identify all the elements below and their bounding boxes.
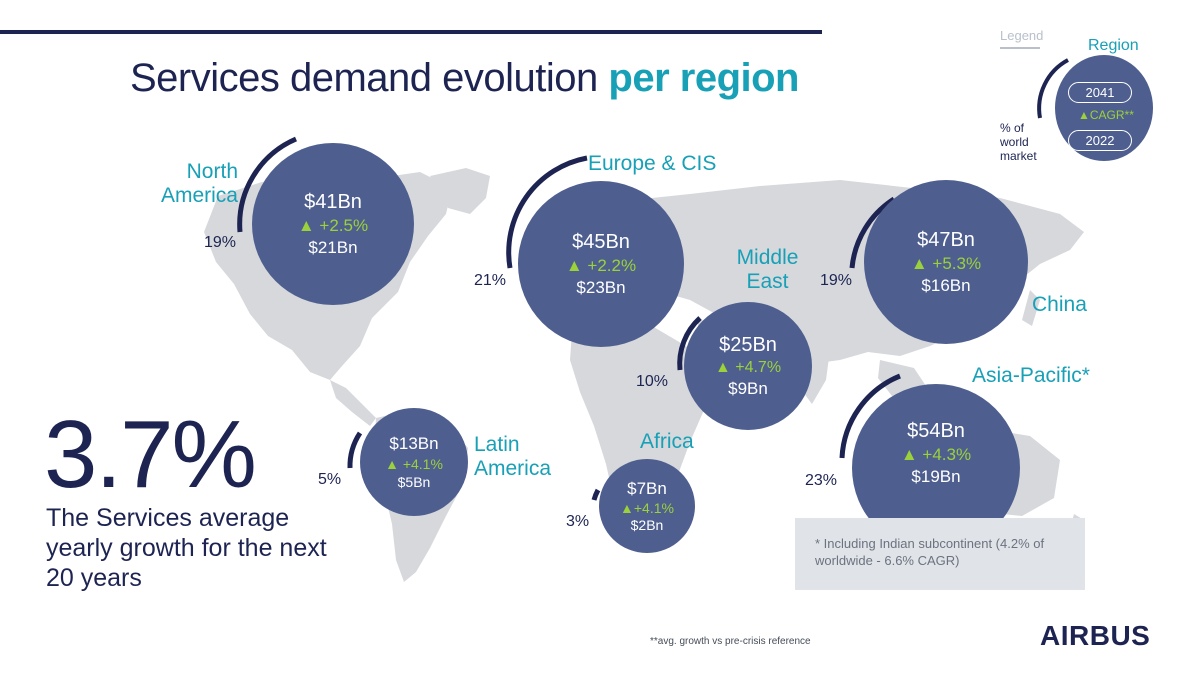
middle-east-label: Middle East [736,246,799,294]
latin-america-value-2041: $13Bn [389,434,439,453]
legend-label: Legend [1000,28,1044,43]
north-america-label: North America [160,160,238,208]
legend-cagr: ▲CAGR** [1078,108,1134,122]
middle-east-bubble: $25Bn ▲ +4.7% $9Bn [684,302,812,430]
latin-america-cagr: ▲ +4.1% [385,456,443,472]
footnote: **avg. growth vs pre-crisis reference [650,636,811,647]
africa-share: 3% [566,513,590,530]
headline-caption: The Services average yearly growth for t… [46,504,327,592]
north-america-cagr: ▲ +2.5% [297,215,369,235]
asia-pacific-value-2041: $54Bn [907,419,965,442]
headline-value: 3.7% [44,401,257,508]
legend-year-top: 2041 [1068,82,1132,103]
europe-cis-share: 21% [474,272,507,289]
asia-pacific-cagr: ▲ +4.3% [900,444,972,464]
north-america-share: 19% [204,234,237,251]
north-america-value-2041: $41Bn [304,190,362,213]
north-america-bubble: $41Bn ▲ +2.5% $21Bn [252,143,414,305]
title-plain: Services demand evolution [130,56,598,100]
north-america-value-2022: $21Bn [308,237,358,257]
europe-cis-value-2022: $23Bn [576,277,626,297]
page-title: Services demand evolution per region [130,56,799,101]
europe-cis-value-2041: $45Bn [572,230,630,253]
top-accent-bar [0,30,822,34]
latin-america-value-2022: $5Bn [397,474,431,490]
africa-cagr: ▲+4.1% [620,500,674,516]
legend-share-label: % of world market [1000,121,1037,163]
africa-bubble: $7Bn ▲+4.1% $2Bn [599,459,695,553]
europe-cis-bubble: $45Bn ▲ +2.2% $23Bn [518,181,684,347]
latin-america-share: 5% [318,471,342,488]
airbus-logo: AIRBUS [1040,620,1151,651]
latin-america-label: Latin America [474,433,552,481]
middle-east-value-2022: $9Bn [728,378,768,398]
europe-cis-cagr: ▲ +2.2% [565,255,637,275]
china-label: China [1032,293,1087,316]
legend-year-bottom: 2022 [1068,130,1132,151]
china-value-2022: $16Bn [921,275,971,295]
title-highlight: per region [608,56,799,100]
africa-label: Africa [640,430,694,453]
middle-east-value-2041: $25Bn [719,333,777,356]
asia-pacific-value-2022: $19Bn [911,466,961,486]
note-box [795,518,1085,590]
africa-value-2041: $7Bn [627,479,667,498]
africa-value-2022: $2Bn [630,517,664,533]
middle-east-share: 10% [636,373,669,390]
legend-divider [1000,47,1040,49]
middle-east-cagr: ▲ +4.7% [714,358,782,376]
note-text: * Including Indian subcontinent (4.2% of… [815,536,1045,568]
latin-america-bubble: $13Bn ▲ +4.1% $5Bn [360,408,468,516]
china-share: 19% [820,272,853,289]
china-bubble: $47Bn ▲ +5.3% $16Bn [864,180,1028,344]
legend-region-label: Region [1088,37,1139,54]
asia-pacific-share: 23% [805,472,838,489]
china-cagr: ▲ +5.3% [910,253,982,273]
europe-cis-label: Europe & CIS [588,152,717,175]
asia-pacific-label: Asia-Pacific* [972,364,1090,387]
china-value-2041: $47Bn [917,228,975,251]
